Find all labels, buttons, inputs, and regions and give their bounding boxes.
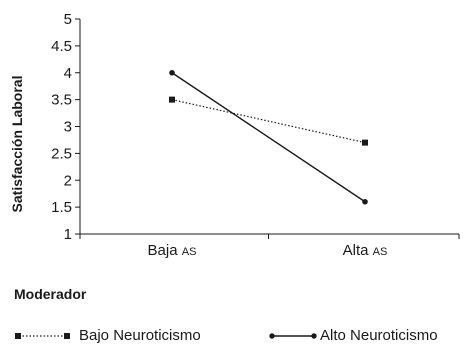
y-tick-label-0: 1 xyxy=(64,226,72,243)
legend-swatch-bajo xyxy=(15,333,70,339)
y-tick-label-1: 1.5 xyxy=(51,199,72,216)
y-axis: 1 1.5 2 2.5 3 3.5 4 4.5 5 xyxy=(51,11,81,243)
y-tick-label-8: 5 xyxy=(64,11,72,28)
x-tick-label-1: Alta AS xyxy=(343,242,388,259)
y-tick-label-5: 3.5 xyxy=(51,92,72,109)
data-point-1-1 xyxy=(362,198,368,205)
y-tick-label-3: 2.5 xyxy=(51,145,72,162)
x-axis: Baja AS Alta AS xyxy=(79,233,460,259)
legend-swatch-alto xyxy=(269,333,317,339)
y-tick-label-7: 4.5 xyxy=(51,38,72,55)
x-tick-label-0: Baja AS xyxy=(148,242,197,259)
legend-label-bajo: Bajo Neuroticismo xyxy=(79,327,201,344)
legend-title: Moderador xyxy=(14,286,87,302)
y-axis-title: Satisfacción Laboral xyxy=(9,76,25,213)
series-line-0 xyxy=(171,99,366,144)
y-tick-label-2: 2 xyxy=(64,172,72,189)
y-tick-label-6: 4 xyxy=(64,65,72,82)
y-tick-label-4: 3 xyxy=(64,119,72,136)
data-point-1-0 xyxy=(169,69,175,76)
line-chart: 1 1.5 2 2.5 3 3.5 4 4.5 5 Baja AS Alta AS Satisfa… xyxy=(9,11,460,259)
data-point-0-0 xyxy=(169,96,175,103)
data-point-0-1 xyxy=(362,139,368,146)
legend-label-alto: Alto Neuroticismo xyxy=(320,327,438,344)
series-line-1 xyxy=(171,72,366,203)
series-layer xyxy=(169,69,368,205)
